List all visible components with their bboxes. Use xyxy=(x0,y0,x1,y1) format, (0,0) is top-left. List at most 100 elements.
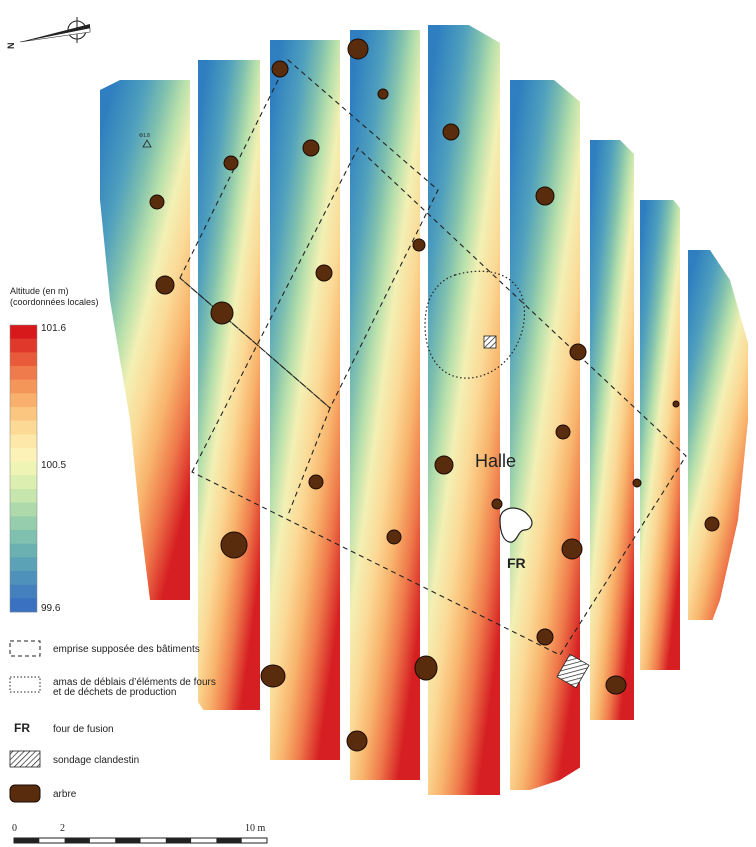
building-footprint-north xyxy=(179,59,439,409)
clandestine-sounding xyxy=(556,653,590,689)
tree xyxy=(412,238,426,252)
tree xyxy=(271,60,289,78)
north-arrow-needle-icon xyxy=(20,24,90,42)
tree xyxy=(260,664,286,688)
furnace-label: FR xyxy=(507,555,526,571)
altitude-color-swatch xyxy=(10,366,37,380)
altitude-color-swatch xyxy=(10,407,37,421)
scale-tick-10m: 10 m xyxy=(245,823,266,834)
altitude-color-swatch xyxy=(10,584,37,599)
legend-furnace-label: four de fusion xyxy=(53,724,114,735)
terrain-strip xyxy=(428,25,500,795)
clandestine-sounding xyxy=(483,335,497,349)
altitude-color-swatch xyxy=(10,434,37,449)
terrain-strip xyxy=(640,200,680,670)
tree xyxy=(302,139,320,157)
altitude-color-swatch xyxy=(10,557,37,572)
building-footprint-hall xyxy=(191,147,687,656)
tree xyxy=(414,655,438,681)
tree xyxy=(155,275,175,295)
altitude-color-swatch xyxy=(10,393,37,408)
scale-bar-segment xyxy=(115,838,141,843)
legend-debris-label: amas de déblais d’éléments de fours xyxy=(53,677,216,688)
scale-bar-segment xyxy=(165,838,192,843)
terrain-strip xyxy=(688,250,748,620)
terrain-strip xyxy=(100,80,190,600)
hall-label: Halle xyxy=(475,451,516,471)
altitude-legend: Altitude (en m) (coordonnées locales) 10… xyxy=(9,286,99,614)
tree xyxy=(346,730,368,752)
terrain-strip xyxy=(350,30,420,780)
terrain-strip xyxy=(270,40,340,760)
altitude-color-swatch xyxy=(10,325,37,339)
altitude-min-value: 99.6 xyxy=(41,603,61,614)
altitude-color-swatch xyxy=(10,352,37,367)
tree xyxy=(220,531,248,559)
altitude-color-swatch xyxy=(10,598,37,613)
tree xyxy=(308,474,324,490)
scale-bar-segment xyxy=(216,838,242,843)
tree xyxy=(561,538,583,560)
tree xyxy=(149,194,165,210)
scale-tick-0: 0 xyxy=(12,823,17,834)
altitude-ramp-border xyxy=(9,324,38,613)
tree xyxy=(555,424,571,440)
altitude-color-swatch xyxy=(10,489,37,503)
altitude-color-swatch xyxy=(10,448,37,462)
tree xyxy=(569,343,587,361)
symbol-legend: emprise supposée des bâtiments amas de d… xyxy=(9,640,216,803)
melting-furnace xyxy=(499,507,533,543)
altitude-color-swatch xyxy=(10,379,37,394)
north-arrow: N xyxy=(6,17,91,50)
altitude-mid-value: 100.5 xyxy=(41,460,66,471)
altitude-color-swatch xyxy=(10,475,37,490)
legend-debris-label-2: et de déchets de production xyxy=(53,687,176,698)
altitude-color-swatch xyxy=(10,530,37,544)
legend-dotted-symbol xyxy=(9,676,41,693)
altitude-color-swatch xyxy=(10,502,37,517)
scale-bar-segment xyxy=(64,838,90,843)
tree xyxy=(315,264,333,282)
legend-dashed-symbol xyxy=(9,640,41,657)
tree xyxy=(704,516,720,532)
tree xyxy=(535,186,555,206)
legend-tree-symbol xyxy=(9,784,41,803)
legend-hatch-symbol xyxy=(9,750,41,768)
north-arrow-needle-half-icon xyxy=(19,27,91,43)
altitude-max-value: 101.6 xyxy=(41,323,66,334)
altitude-color-swatch xyxy=(10,461,37,476)
altitude-title: Altitude (en m) xyxy=(10,286,69,296)
scale-bar: 0 2 10 m xyxy=(12,823,268,844)
altitude-color-swatch xyxy=(10,338,37,353)
legend-sounding-label: sondage clandestin xyxy=(53,755,139,766)
tree xyxy=(210,301,234,325)
altitude-color-swatch xyxy=(10,516,37,531)
legend-footprint-label: emprise supposée des bâtiments xyxy=(53,644,200,655)
tree xyxy=(672,400,680,408)
altitude-color-ramp xyxy=(10,325,37,613)
tree xyxy=(223,155,239,171)
tree xyxy=(442,123,460,141)
tree xyxy=(347,38,369,60)
survey-station-icon xyxy=(142,139,152,148)
trees xyxy=(149,38,720,752)
scale-bar-segments xyxy=(14,838,242,843)
altitude-subtitle: (coordonnées locales) xyxy=(10,297,99,307)
tree xyxy=(536,628,554,646)
terrain-strip xyxy=(590,140,634,720)
tree xyxy=(491,498,503,510)
altitude-color-swatch xyxy=(10,420,37,435)
survey-station-label: Φ1.8 xyxy=(139,133,150,139)
building-footprints xyxy=(179,59,687,656)
legend-tree-label: arbre xyxy=(53,789,77,800)
north-label: N xyxy=(6,43,16,50)
building-footprint-wall xyxy=(287,407,331,516)
tree xyxy=(386,529,402,545)
tree xyxy=(605,675,627,695)
building-footprint-divider xyxy=(179,277,331,409)
scale-bar-segment xyxy=(14,838,40,843)
altitude-color-swatch xyxy=(10,571,37,585)
legend-fr-symbol: FR xyxy=(14,721,30,735)
scale-tick-2: 2 xyxy=(60,823,65,834)
